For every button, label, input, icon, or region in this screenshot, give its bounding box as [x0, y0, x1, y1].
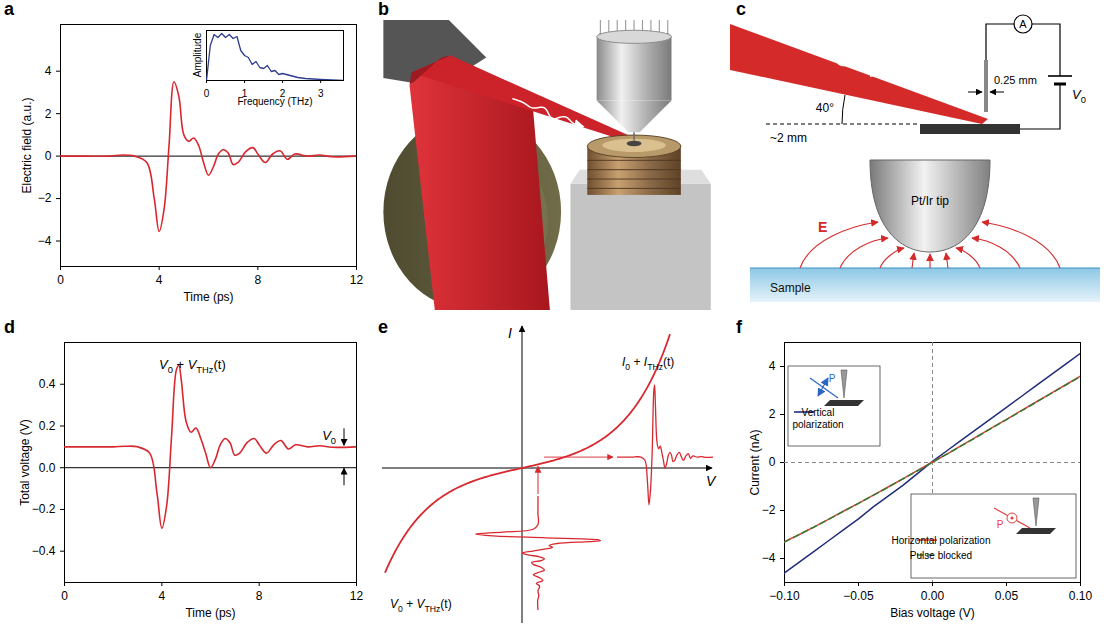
svg-text:I: I: [508, 325, 512, 341]
svg-text:Sample: Sample: [770, 281, 811, 295]
svg-text:V: V: [706, 473, 717, 489]
svg-text:0.4: 0.4: [39, 377, 56, 391]
svg-text:4: 4: [158, 589, 165, 603]
svg-text:−0.4: −0.4: [32, 544, 56, 558]
svg-text:Current (nA): Current (nA): [748, 429, 762, 495]
svg-text:0: 0: [769, 455, 776, 469]
svg-text:Verticalpolarization: Verticalpolarization: [792, 407, 843, 430]
html-text:f: f: [736, 317, 742, 337]
svg-text:0.25 mm: 0.25 mm: [994, 74, 1037, 86]
html-text:e: e: [378, 317, 388, 337]
svg-text:0.2: 0.2: [39, 419, 56, 433]
svg-text:−2: −2: [762, 503, 776, 517]
svg-text:A: A: [1019, 18, 1027, 30]
svg-text:4: 4: [156, 273, 163, 287]
html-text:a: a: [4, 0, 14, 19]
svg-text:8: 8: [256, 589, 263, 603]
svg-text:Time (ps): Time (ps): [183, 290, 233, 304]
svg-text:V0 + VTHz(t): V0 + VTHz(t): [390, 597, 452, 614]
svg-text:12: 12: [350, 589, 364, 603]
svg-text:V0: V0: [1072, 87, 1086, 105]
svg-text:Electric field (a.u.): Electric field (a.u.): [20, 97, 34, 193]
svg-text:Bias voltage (V): Bias voltage (V): [890, 606, 975, 620]
svg-text:−0.2: −0.2: [32, 502, 56, 516]
svg-text:0: 0: [61, 589, 68, 603]
svg-text:0: 0: [45, 149, 52, 163]
svg-text:Amplitude: Amplitude: [192, 32, 203, 77]
html-text:b: b: [378, 0, 389, 19]
svg-text:−0.10: −0.10: [769, 589, 800, 603]
svg-text:P: P: [829, 373, 836, 384]
svg-text:4: 4: [45, 64, 52, 78]
svg-text:P: P: [997, 519, 1004, 530]
svg-text:E: E: [818, 219, 827, 235]
svg-text:3: 3: [318, 88, 324, 99]
svg-text:Frequency (THz): Frequency (THz): [237, 96, 312, 107]
svg-text:12: 12: [350, 273, 364, 287]
svg-text:Time (ps): Time (ps): [185, 606, 235, 620]
svg-text:~2 mm: ~2 mm: [770, 131, 807, 145]
svg-text:Total voltage (V): Total voltage (V): [18, 419, 32, 506]
svg-text:Pulse blocked: Pulse blocked: [910, 550, 972, 561]
html-text:c: c: [736, 0, 746, 19]
svg-text:0: 0: [57, 273, 64, 287]
svg-text:1: 1: [241, 87, 248, 99]
svg-text:4: 4: [769, 359, 776, 373]
svg-text:V0: V0: [322, 428, 336, 446]
svg-text:2: 2: [279, 87, 286, 99]
svg-text:0.0: 0.0: [39, 461, 56, 475]
svg-text:I0 + ITHz(t): I0 + ITHz(t): [622, 355, 674, 372]
svg-text:2: 2: [769, 407, 776, 421]
svg-text:−4: −4: [38, 234, 52, 248]
svg-text:0: 0: [204, 88, 210, 99]
svg-text:8: 8: [254, 273, 261, 287]
svg-text:2: 2: [45, 106, 52, 120]
svg-text:V0 + VTHz(t): V0 + VTHz(t): [159, 357, 226, 375]
html-text:d: d: [4, 317, 15, 337]
svg-text:Horizontal polarization: Horizontal polarization: [892, 535, 991, 546]
svg-text:0.05: 0.05: [995, 589, 1019, 603]
svg-text:−4: −4: [762, 551, 776, 565]
svg-text:−2: −2: [38, 191, 52, 205]
svg-text:0.10: 0.10: [1069, 589, 1093, 603]
svg-text:Pt/Ir tip: Pt/Ir tip: [911, 194, 949, 208]
svg-text:40°: 40°: [816, 101, 834, 115]
svg-text:−0.05: −0.05: [843, 589, 874, 603]
svg-text:0.00: 0.00: [921, 589, 945, 603]
